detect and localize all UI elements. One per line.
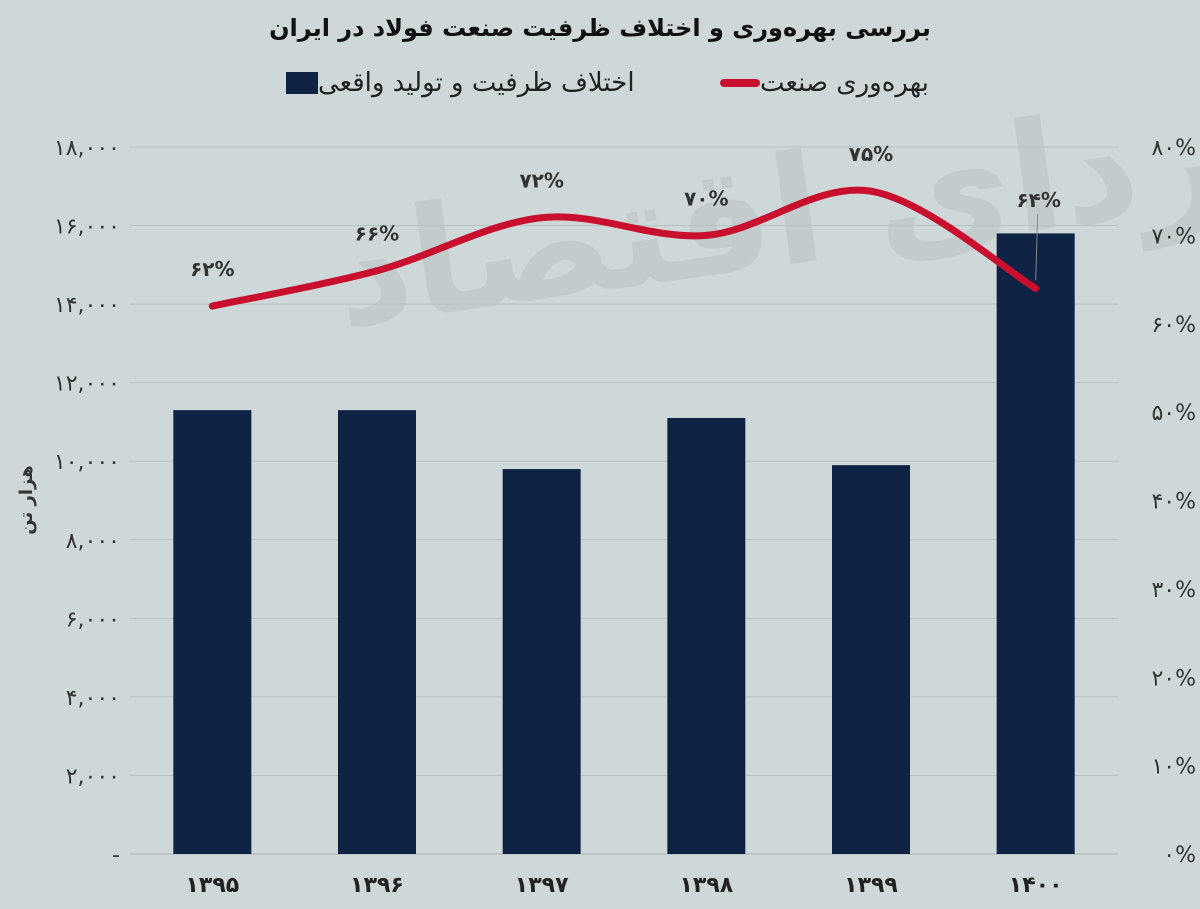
line-point [208, 302, 216, 310]
line-point [867, 187, 875, 195]
x-tick-label: ۱۳۹۹ [844, 873, 898, 898]
y-tick-label: ۲,۰۰۰ [66, 764, 120, 789]
y2-tick-label: ۲۰% [1151, 666, 1196, 691]
data-label: ۶۴% [1016, 188, 1060, 212]
x-tick-label: ۱۴۰۰ [1009, 873, 1063, 898]
legend-swatch-line [720, 79, 760, 87]
y-tick-label: ۸,۰۰۰ [66, 529, 120, 554]
legend-item-bar: اختلاف ظرفیت و تولید واقعی [278, 68, 635, 98]
data-label: ۷۵% [849, 142, 893, 166]
legend-swatch-bar [286, 72, 318, 94]
data-label: ۶۶% [355, 222, 399, 246]
bar [667, 418, 746, 854]
y-tick-label: ۱۶,۰۰۰ [54, 215, 120, 240]
line-point [1032, 284, 1040, 292]
bar [832, 465, 910, 854]
y2-tick-label: ۰% [1163, 843, 1196, 868]
line-point [373, 267, 381, 275]
line-point [538, 214, 546, 222]
y-tick-label: ۶,۰۰۰ [66, 607, 120, 632]
x-tick-label: ۱۳۹۵ [185, 873, 239, 898]
legend: بهره‌وری صنعت اختلاف ظرفیت و تولید واقعی [0, 68, 1200, 108]
bar [338, 410, 416, 854]
y2-tick-label: ۴۰% [1151, 490, 1196, 515]
y2-tick-label: ۷۰% [1151, 224, 1196, 249]
y2-tick-label: ۳۰% [1151, 578, 1196, 603]
x-tick-label: ۱۳۹۷ [515, 873, 569, 898]
data-label-leader [1035, 213, 1039, 281]
y2-tick-label: ۸۰% [1151, 136, 1196, 161]
data-label: ۷۰% [684, 186, 728, 210]
bar [173, 410, 252, 854]
x-tick-label: ۱۳۹۸ [679, 873, 733, 898]
bar [996, 233, 1075, 854]
y2-tick-label: ۵۰% [1151, 401, 1196, 426]
y-tick-label: ۱۰,۰۰۰ [54, 450, 120, 475]
x-tick-label: ۱۳۹۶ [350, 873, 404, 898]
data-label: ۷۲% [519, 169, 563, 193]
legend-label-line: بهره‌وری صنعت [760, 68, 929, 98]
y-tick-label: ۱۴,۰۰۰ [54, 293, 120, 318]
y2-tick-label: ۶۰% [1151, 313, 1196, 338]
y-tick-label: ۱۸,۰۰۰ [54, 136, 120, 161]
y2-tick-label: ۱۰% [1151, 755, 1196, 780]
line-point [702, 231, 710, 239]
legend-label-bar: اختلاف ظرفیت و تولید واقعی [318, 68, 635, 98]
y-axis-label: هزار تن [16, 465, 37, 534]
data-label: ۶۲% [190, 257, 234, 281]
legend-item-line: بهره‌وری صنعت [710, 68, 929, 98]
chart-title: بررسی بهره‌وری و اختلاف ظرفیت صنعت فولاد… [269, 14, 931, 42]
y-tick-label: - [112, 843, 120, 868]
bar [502, 469, 581, 854]
y-tick-label: ۱۲,۰۰۰ [54, 372, 120, 397]
y-tick-label: ۴,۰۰۰ [66, 686, 120, 711]
series-line [208, 186, 1040, 310]
